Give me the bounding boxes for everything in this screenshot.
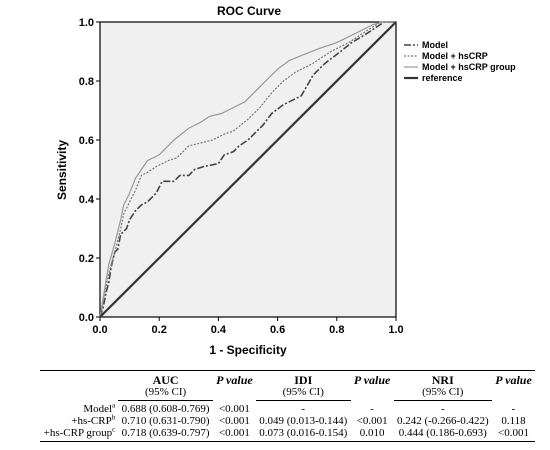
p-value-cell: <0.001	[212, 427, 256, 442]
auc-cell: 0.710 (0.631-0.790)	[121, 415, 210, 427]
nri-ci-header: (95% CI)	[393, 386, 493, 401]
x-axis-label: 1 - Specificity	[209, 343, 287, 357]
auc-cell: 0.688 (0.608-0.769)	[121, 403, 210, 415]
nri-cell: 0.444 (0.186-0.693)	[393, 427, 493, 442]
y-tick-label: 0.0	[79, 312, 94, 324]
auc-header: AUC	[118, 370, 213, 386]
y-tick-label: 0.6	[79, 135, 94, 147]
nri-header: NRI	[393, 370, 493, 386]
series-line-3	[99, 21, 397, 318]
series-line-0	[99, 21, 396, 318]
table-row: +hs-CRP groupc 0.718 (0.639-0.797) <0.00…	[40, 426, 535, 442]
x-tick-label: 0.0	[92, 324, 107, 336]
p-value-cell: <0.001	[218, 415, 250, 427]
x-tick-label: 0.4	[211, 324, 227, 336]
p-value-cell: -	[511, 402, 516, 415]
stats-table: AUC P value IDI P value NRI P value (95%…	[40, 370, 535, 442]
idi-cell: -	[301, 403, 306, 415]
p-value-header-3: P value	[492, 370, 535, 401]
legend-label: Model + hsCRP group	[422, 62, 516, 72]
x-tick-label: 0.6	[270, 324, 285, 336]
y-axis-label: Sensitivity	[55, 140, 69, 200]
p-value-header-1: P value	[212, 370, 256, 401]
idi-cell: 0.049 (0.013-0.144)	[259, 415, 348, 427]
y-tick-label: 0.8	[79, 76, 94, 88]
p-value-cell: -	[370, 402, 374, 415]
table-row: +hs-CRPb 0.710 (0.631-0.790) <0.001 0.04…	[40, 413, 535, 427]
legend-label: reference	[422, 73, 463, 83]
roc-chart-svg: ROC Curve 0.0 0.2 0.4 0.6 0.8 1.0 0.0 0.2 0.4 0.6…	[55, 4, 516, 357]
x-tick-label: 0.2	[152, 324, 167, 336]
auc-cell: 0.718 (0.639-0.797)	[118, 427, 213, 442]
statistics-table: AUC P value IDI P value NRI P value (95%…	[40, 370, 535, 442]
idi-header: IDI	[255, 370, 351, 386]
row-label: +hs-CRP groupc	[40, 426, 119, 442]
chart-title: ROC Curve	[217, 4, 281, 18]
idi-cell: 0.073 (0.016-0.154)	[255, 427, 351, 442]
y-tick-label: 0.2	[79, 253, 94, 265]
roc-chart: ROC Curve 0.0 0.2 0.4 0.6 0.8 1.0 0.0 0.2 0.4 0.6…	[55, 4, 516, 357]
y-tick-label: 0.4	[79, 194, 95, 206]
row-label: +hs-CRPb	[71, 413, 116, 427]
auc-ci-header: (95% CI)	[118, 386, 213, 401]
y-tick-label: 1.0	[79, 17, 94, 29]
row-label: Modela	[83, 401, 116, 415]
p-value-cell: <0.001	[218, 402, 250, 415]
table-row: Modela 0.688 (0.608-0.769) <0.001 - - - …	[40, 401, 535, 416]
legend-label: Model + hsCRP	[422, 51, 488, 61]
p-value-cell: 0.118	[501, 415, 526, 427]
x-tick-label: 0.8	[329, 324, 344, 336]
row-label-header	[40, 370, 119, 401]
series-line-2	[99, 21, 396, 318]
p-value-cell: 0.010	[350, 427, 394, 442]
p-value-cell: <0.001	[356, 415, 388, 427]
p-value-cell: <0.001	[492, 427, 535, 442]
idi-ci-header: (95% CI)	[255, 386, 351, 401]
nri-cell: 0.242 (-0.266-0.422)	[396, 415, 489, 427]
p-value-header-2: P value	[350, 370, 394, 401]
legend-label: Model	[422, 40, 448, 50]
series-line-1	[99, 21, 396, 318]
nri-cell: -	[440, 403, 445, 415]
x-tick-label: 1.0	[388, 324, 403, 336]
